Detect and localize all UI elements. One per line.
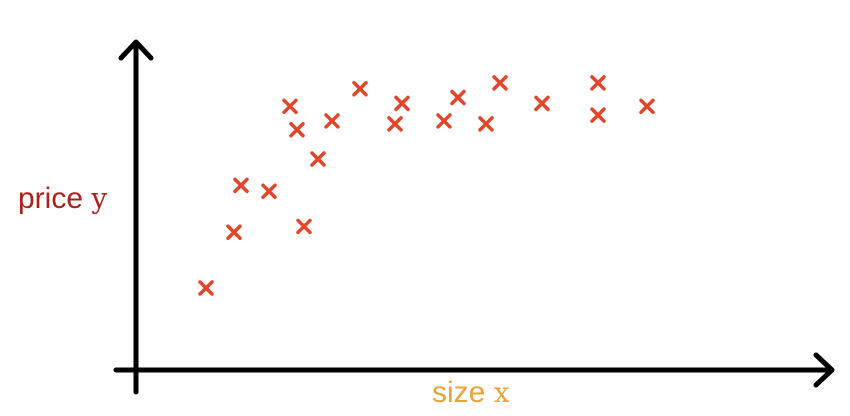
data-point <box>534 95 550 112</box>
data-point <box>233 177 249 194</box>
data-point <box>478 116 494 132</box>
x-axis-variable: x <box>493 376 510 409</box>
y-axis-variable: y <box>91 182 108 215</box>
data-point <box>590 75 606 91</box>
data-point <box>492 75 508 91</box>
data-point <box>198 280 214 296</box>
data-point <box>289 121 305 138</box>
y-axis-arrowhead <box>118 39 154 61</box>
x-axis-arrowhead <box>813 352 835 388</box>
data-point <box>590 107 606 123</box>
data-point <box>394 95 410 112</box>
y-axis-label-text: price <box>18 182 84 215</box>
data-point <box>639 98 655 115</box>
data-point <box>296 218 312 235</box>
data-point <box>387 116 403 132</box>
data-point <box>282 98 298 115</box>
data-point <box>450 89 466 106</box>
data-point <box>261 183 277 200</box>
data-point <box>226 224 242 241</box>
x-axis-label: size x <box>432 378 510 408</box>
data-point <box>436 113 452 129</box>
x-axis-label-text: size <box>432 376 486 409</box>
y-axis-label: price y <box>18 184 107 214</box>
data-point <box>310 151 326 167</box>
data-point <box>352 80 368 97</box>
data-points <box>198 75 655 296</box>
data-point <box>324 113 340 129</box>
